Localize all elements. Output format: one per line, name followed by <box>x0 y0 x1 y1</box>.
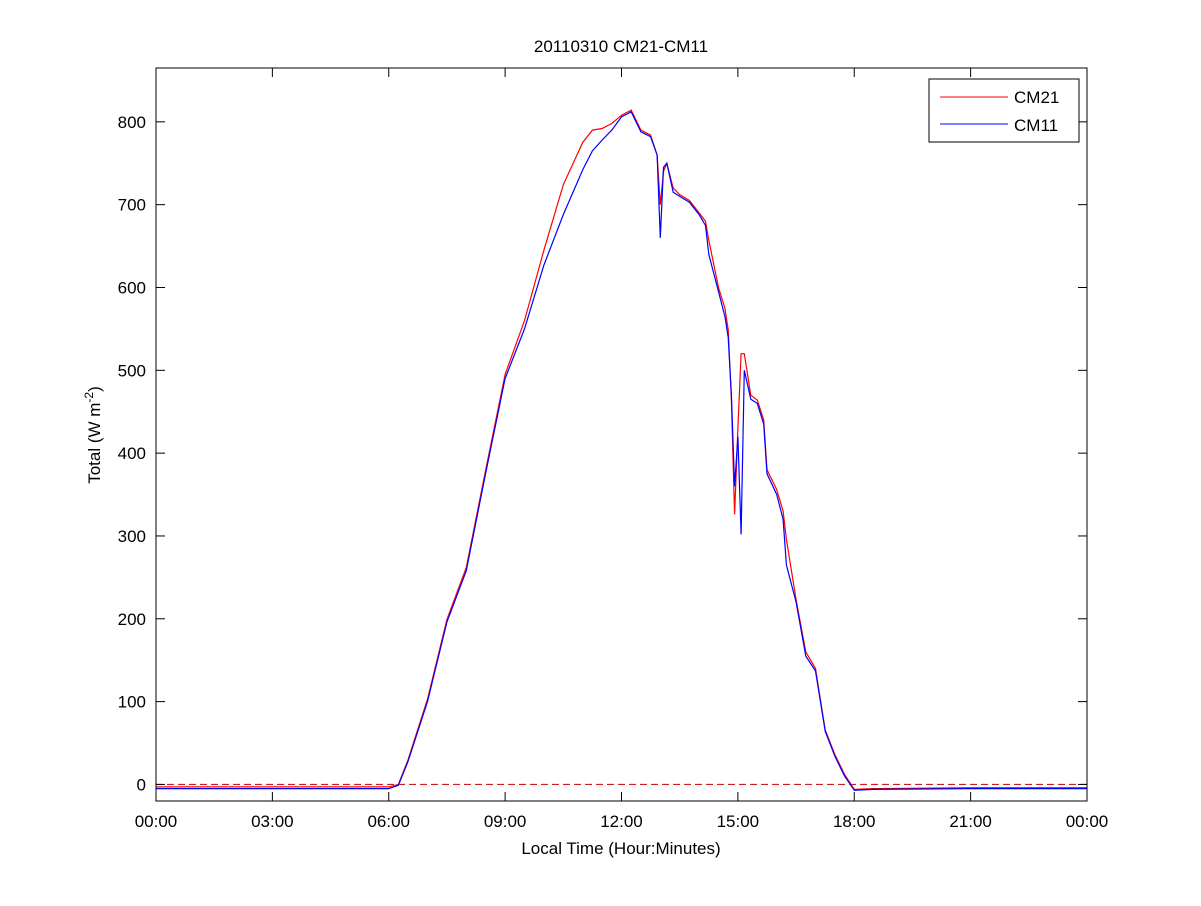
legend-label-cm21: CM21 <box>1014 88 1059 107</box>
y-tick-label: 400 <box>118 444 146 463</box>
y-tick-label: 600 <box>118 278 146 297</box>
legend-label-cm11: CM11 <box>1014 116 1058 135</box>
y-axis-label-end: ) <box>85 386 104 392</box>
x-tick-label: 09:00 <box>484 812 527 831</box>
plot-area <box>156 68 1087 801</box>
chart-title: 20110310 CM21-CM11 <box>534 37 708 56</box>
legend-box <box>928 78 1080 143</box>
y-tick-label: 500 <box>118 361 146 380</box>
series-layer <box>156 109 1087 791</box>
legend: CM21 CM11 <box>928 78 1080 143</box>
y-tick-label: 100 <box>118 693 146 712</box>
y-tick-label: 300 <box>118 527 146 546</box>
x-tick-label: 06:00 <box>367 812 410 831</box>
x-axis-label: Local Time (Hour:Minutes) <box>521 839 720 858</box>
y-tick-label: 0 <box>137 775 146 794</box>
x-tick-label: 00:00 <box>135 812 178 831</box>
y-tick-label: 700 <box>118 196 146 215</box>
y-tick-label: 200 <box>118 610 146 629</box>
y-axis-label-main: Total (W m <box>85 403 104 484</box>
x-axis: 00:00 03:00 06:00 09:00 12:00 15:00 18:00 21:00… <box>135 68 1109 831</box>
series-line-cm21 <box>156 109 1087 791</box>
y-tick-label: 800 <box>118 113 146 132</box>
y-axis: 0 100 200 300 400 500 600 700 800 <box>118 113 1087 794</box>
x-tick-label: 00:00 <box>1066 812 1109 831</box>
x-tick-label: 21:00 <box>949 812 992 831</box>
x-tick-label: 03:00 <box>251 812 294 831</box>
series-line-cm11 <box>156 111 1087 791</box>
x-tick-label: 12:00 <box>600 812 643 831</box>
x-tick-label: 15:00 <box>717 812 760 831</box>
y-axis-label: Total (W m-2) <box>82 386 104 484</box>
y-axis-label-sup: -2 <box>82 392 96 403</box>
x-tick-label: 18:00 <box>833 812 876 831</box>
